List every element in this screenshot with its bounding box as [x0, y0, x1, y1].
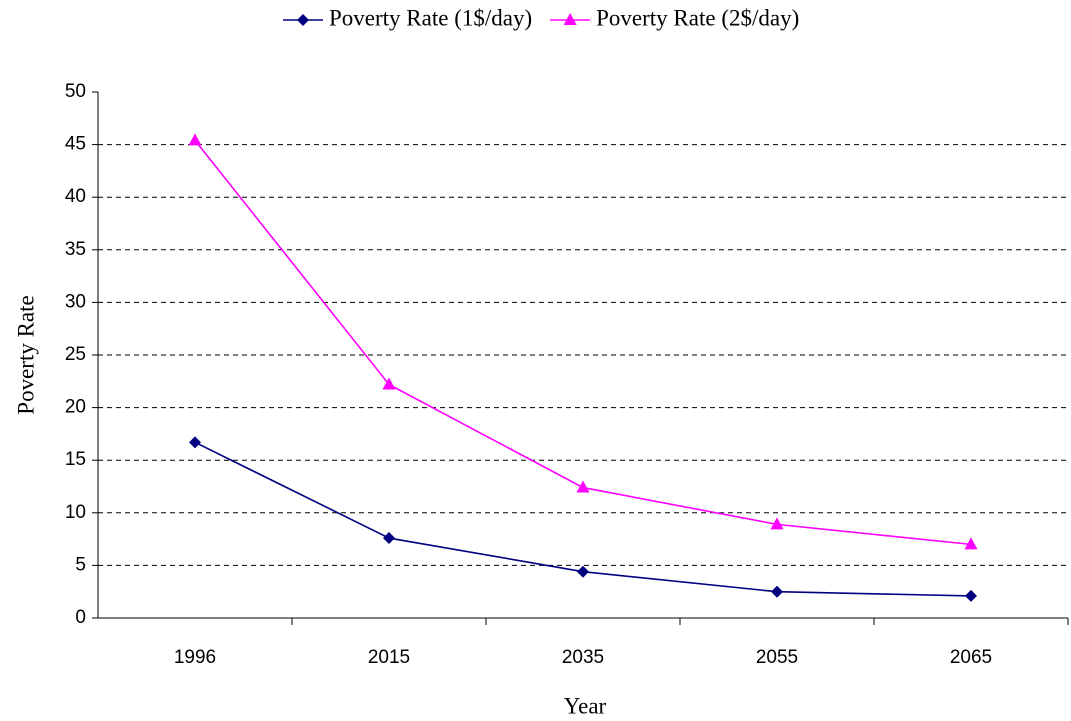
y-tick-label: 5 — [75, 554, 86, 575]
y-tick-label: 25 — [65, 344, 86, 365]
y-tick-label: 15 — [65, 449, 86, 470]
x-tick-label: 2015 — [368, 647, 410, 668]
y-tick-label: 0 — [75, 607, 86, 628]
y-tick-label: 40 — [65, 186, 86, 207]
x-tick-label: 2055 — [756, 647, 798, 668]
marker — [965, 589, 977, 602]
y-tick-label: 20 — [65, 397, 86, 418]
y-tick-label: 35 — [65, 239, 86, 260]
marker — [382, 377, 396, 390]
x-tick-label: 2035 — [562, 647, 604, 668]
y-tick-label: 10 — [65, 502, 86, 523]
legend-label: Poverty Rate (1$/day) — [329, 5, 532, 30]
marker — [189, 436, 201, 449]
marker — [188, 133, 202, 146]
marker — [563, 13, 577, 25]
marker — [770, 517, 784, 530]
marker — [383, 532, 395, 545]
y-tick-label: 50 — [65, 81, 86, 102]
x-tick-label: 2065 — [950, 647, 992, 668]
marker — [577, 565, 589, 578]
marker — [576, 480, 590, 493]
x-axis-label: Year — [564, 693, 607, 718]
y-tick-label: 30 — [65, 291, 86, 312]
y-axis-label: Poverty Rate — [13, 295, 38, 414]
legend-label: Poverty Rate (2$/day) — [596, 5, 799, 30]
marker — [297, 14, 309, 26]
marker — [964, 537, 978, 550]
marker — [771, 585, 783, 598]
x-tick-label: 1996 — [174, 647, 216, 668]
y-tick-label: 45 — [65, 134, 86, 155]
